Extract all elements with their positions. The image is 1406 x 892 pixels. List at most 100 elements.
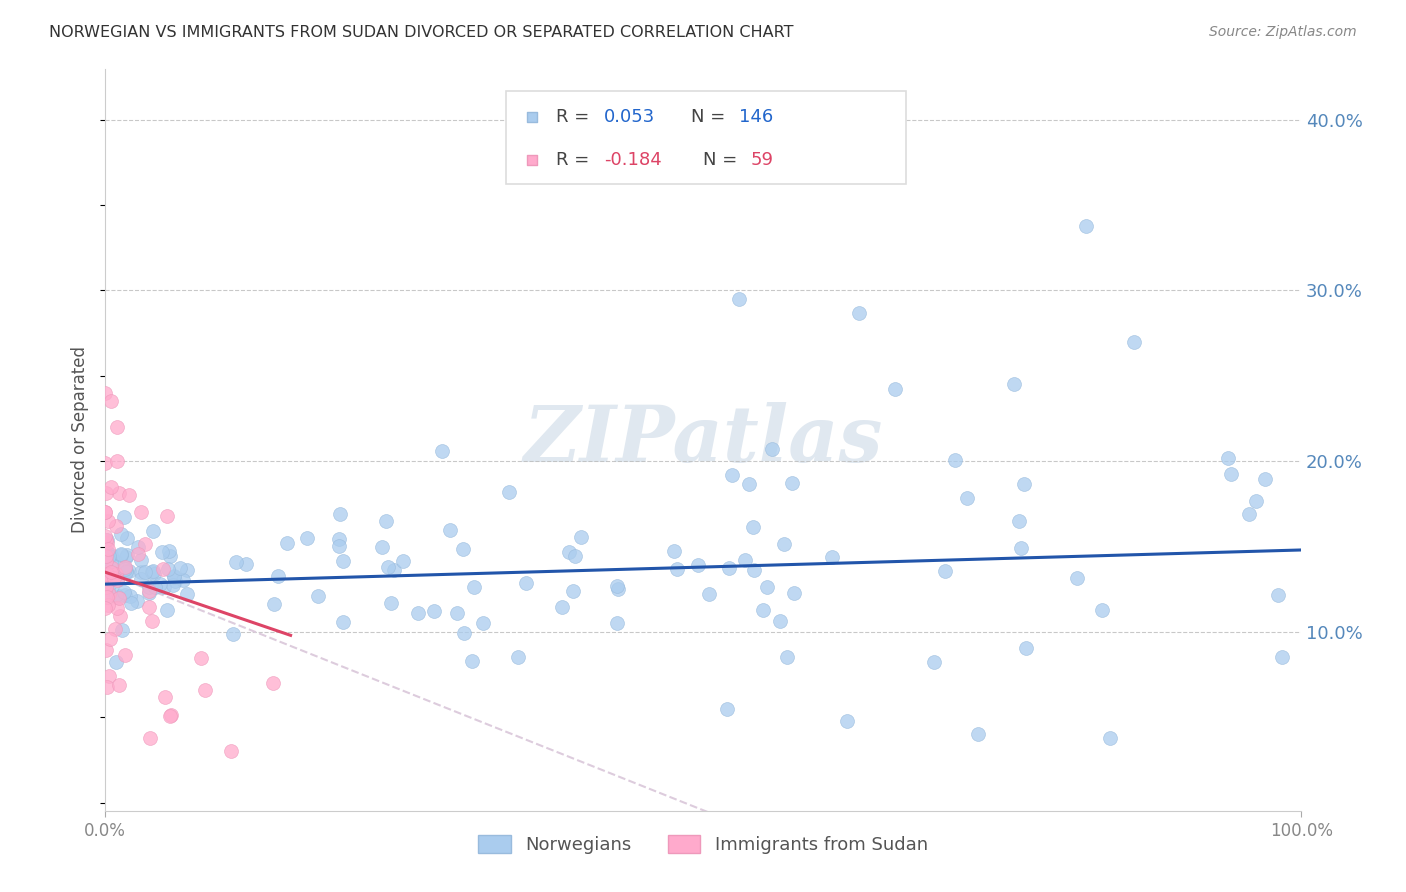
Point bbox=[262, 676, 284, 690]
Point bbox=[377, 560, 399, 574]
Point bbox=[114, 560, 136, 574]
Point bbox=[1254, 472, 1277, 486]
Point bbox=[721, 468, 744, 483]
Point bbox=[453, 542, 475, 557]
Point bbox=[782, 476, 804, 491]
Point bbox=[112, 585, 135, 599]
Point bbox=[190, 650, 212, 665]
Point bbox=[134, 536, 156, 550]
Point bbox=[98, 632, 121, 647]
Text: Source: ZipAtlas.com: Source: ZipAtlas.com bbox=[1209, 25, 1357, 39]
Point bbox=[97, 588, 120, 602]
Point bbox=[97, 669, 120, 683]
Point bbox=[96, 533, 118, 547]
Point bbox=[138, 583, 160, 598]
Point bbox=[558, 545, 581, 559]
Point bbox=[734, 553, 756, 567]
Point bbox=[105, 570, 128, 584]
Point bbox=[1002, 377, 1025, 392]
Point bbox=[96, 544, 118, 558]
Text: N =: N = bbox=[692, 108, 731, 126]
Point bbox=[105, 601, 128, 615]
Point bbox=[382, 563, 405, 577]
Text: -0.184: -0.184 bbox=[605, 152, 662, 169]
Point bbox=[138, 580, 160, 594]
Point bbox=[773, 537, 796, 551]
Point bbox=[697, 587, 720, 601]
Point bbox=[956, 491, 979, 505]
Point bbox=[129, 552, 152, 566]
Point bbox=[934, 564, 956, 578]
Point bbox=[176, 563, 198, 577]
Point bbox=[328, 540, 350, 554]
Point bbox=[127, 540, 149, 554]
Point bbox=[1091, 603, 1114, 617]
Point bbox=[118, 590, 141, 604]
Point bbox=[134, 566, 156, 580]
Point bbox=[110, 547, 132, 561]
Point bbox=[98, 587, 121, 601]
Point bbox=[1237, 507, 1260, 521]
Point bbox=[738, 476, 761, 491]
Point bbox=[97, 542, 120, 557]
Point bbox=[94, 554, 117, 568]
Point bbox=[756, 581, 779, 595]
Point bbox=[163, 568, 186, 582]
FancyBboxPatch shape bbox=[506, 91, 907, 184]
Point bbox=[848, 306, 870, 320]
Point bbox=[717, 561, 740, 575]
Point bbox=[94, 549, 117, 564]
Point bbox=[107, 678, 129, 692]
Point bbox=[105, 454, 128, 468]
Point bbox=[94, 456, 117, 470]
Point bbox=[94, 529, 117, 543]
Point bbox=[114, 648, 136, 662]
Point bbox=[1216, 450, 1239, 465]
Point bbox=[105, 574, 128, 588]
Point bbox=[776, 650, 799, 665]
Point bbox=[129, 505, 152, 519]
Point bbox=[453, 626, 475, 640]
Text: 0.053: 0.053 bbox=[605, 108, 655, 126]
Point bbox=[716, 702, 738, 716]
Point bbox=[782, 586, 804, 600]
Point bbox=[114, 565, 136, 579]
Point bbox=[1012, 477, 1035, 491]
Point bbox=[222, 626, 245, 640]
Point bbox=[115, 548, 138, 562]
Point bbox=[97, 599, 120, 613]
Point bbox=[152, 562, 174, 576]
Point bbox=[741, 519, 763, 533]
Point bbox=[967, 727, 990, 741]
Point bbox=[439, 523, 461, 537]
Point bbox=[551, 600, 574, 615]
Point bbox=[219, 744, 242, 758]
Text: R =: R = bbox=[557, 108, 595, 126]
Point bbox=[96, 581, 118, 595]
Point bbox=[105, 555, 128, 569]
Point bbox=[307, 589, 329, 603]
Point bbox=[742, 563, 765, 577]
Y-axis label: Divorced or Separated: Divorced or Separated bbox=[72, 346, 89, 533]
Point bbox=[1098, 731, 1121, 745]
Point bbox=[375, 514, 398, 528]
Point bbox=[142, 565, 165, 579]
Point bbox=[149, 577, 172, 591]
Point bbox=[105, 567, 128, 582]
Point bbox=[605, 579, 627, 593]
Point bbox=[172, 573, 194, 587]
Point bbox=[94, 533, 117, 548]
Point bbox=[96, 590, 118, 604]
Point bbox=[127, 547, 149, 561]
Point bbox=[153, 690, 176, 705]
Point bbox=[107, 590, 129, 604]
Point bbox=[129, 572, 152, 586]
Point bbox=[297, 531, 319, 545]
Point bbox=[883, 383, 905, 397]
Point bbox=[328, 532, 350, 546]
Point bbox=[105, 574, 128, 588]
Point bbox=[169, 561, 191, 575]
Point bbox=[165, 574, 187, 589]
Point bbox=[1219, 467, 1241, 481]
Point bbox=[114, 562, 136, 576]
